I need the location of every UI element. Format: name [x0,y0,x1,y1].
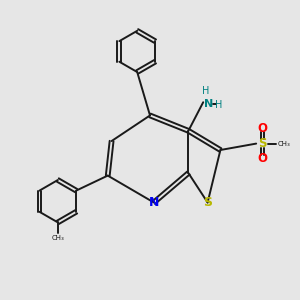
Text: O: O [258,152,268,165]
Text: N: N [149,196,159,209]
Text: S: S [203,196,212,209]
Text: O: O [258,122,268,135]
Text: CH₃: CH₃ [278,141,291,147]
Text: H: H [202,86,210,96]
Text: CH₃: CH₃ [52,235,64,241]
Text: H: H [215,100,223,110]
Text: N: N [205,99,214,109]
Text: S: S [258,137,267,150]
